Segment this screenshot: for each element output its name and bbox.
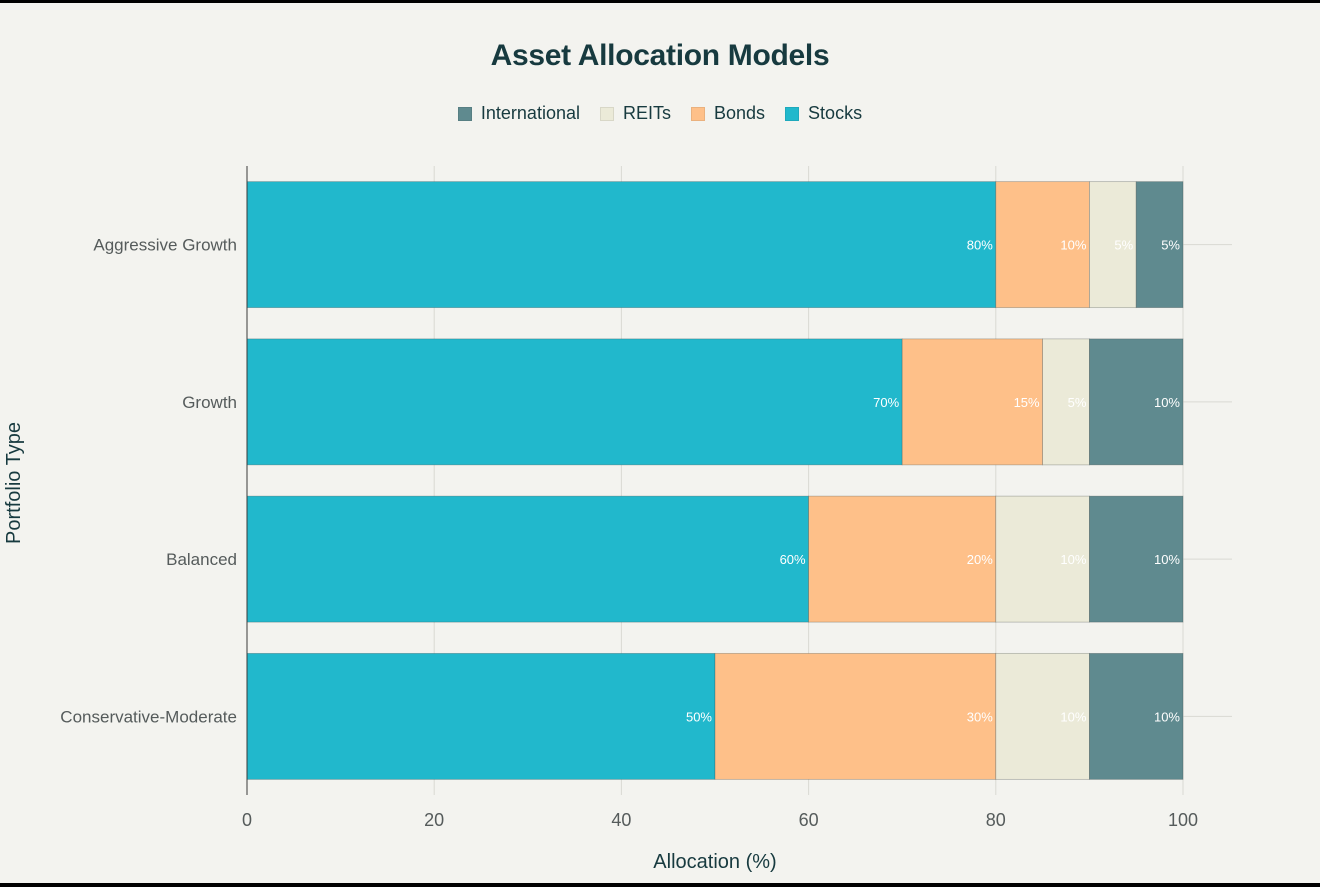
legend-label: International	[480, 103, 580, 123]
bar-stocks-balanced	[246, 495, 809, 623]
data-label: 5%	[1161, 238, 1180, 253]
x-axis-title: Allocation (%)	[653, 851, 776, 873]
x-tick-label: 40	[611, 810, 631, 830]
data-label: 30%	[967, 709, 993, 724]
legend-swatch	[599, 106, 614, 121]
plot-area: 80% 10% 5% 5% 70% 15% 5% 10% 60% 20% 10% 10% 50% 30% 1…	[3, 166, 1232, 873]
bar-stocks-aggressive-growth	[246, 181, 997, 309]
x-tick-label: 0	[242, 810, 252, 830]
bar-reits-growth	[1042, 338, 1090, 466]
legend-item-international[interactable]: International	[457, 103, 580, 124]
data-label: 10%	[1060, 709, 1086, 724]
legend: International REITs Bonds Stocks	[0, 103, 1320, 124]
bar-international-growth	[1089, 338, 1184, 466]
y-axis-title: Portfolio Type	[3, 422, 25, 544]
legend-label: Bonds	[714, 103, 766, 123]
legend-label: REITs	[622, 103, 671, 123]
legend-item-bonds[interactable]: Bonds	[691, 103, 765, 124]
bar-reits-balanced	[995, 495, 1090, 623]
legend-item-stocks[interactable]: Stocks	[785, 103, 862, 124]
bar-international-balanced	[1089, 495, 1184, 623]
bar-bonds-growth	[901, 338, 1044, 466]
bar-stocks-conservative-moderate	[246, 652, 716, 780]
legend-swatch	[457, 106, 472, 121]
bar-reits-conservative-moderate	[995, 652, 1090, 780]
legend-item-reits[interactable]: REITs	[599, 103, 671, 124]
y-tick-label: Aggressive Growth	[93, 236, 237, 255]
data-label: 10%	[1154, 552, 1180, 567]
bar-bonds-balanced	[808, 495, 997, 623]
legend-swatch	[691, 106, 705, 121]
data-label: 10%	[1060, 238, 1086, 253]
y-tick-label: Balanced	[166, 550, 237, 569]
data-label: 15%	[1014, 395, 1040, 410]
bar-international-conservative-moderate	[1089, 652, 1184, 780]
x-tick-label: 80	[986, 810, 1006, 830]
y-tick-label: Conservative-Moderate	[60, 707, 237, 726]
data-label: 10%	[1154, 709, 1180, 724]
legend-label: Stocks	[808, 103, 863, 123]
x-tick-label: 100	[1168, 810, 1198, 830]
bar-bonds-conservative-moderate	[714, 652, 997, 780]
data-label: 20%	[967, 552, 993, 567]
data-label: 60%	[780, 552, 806, 567]
bar-reits-aggressive-growth	[1089, 181, 1137, 309]
data-label: 70%	[873, 395, 899, 410]
data-label: 5%	[1068, 395, 1087, 410]
legend-swatch	[785, 106, 800, 121]
y-tick-label: Growth	[182, 393, 237, 412]
bar-stocks-growth	[246, 338, 903, 466]
data-label: 5%	[1114, 238, 1133, 253]
bar-bonds-aggressive-growth	[995, 181, 1090, 309]
chart-frame: Asset Allocation Models International REI…	[0, 3, 1320, 883]
x-tick-label: 20	[424, 810, 444, 830]
data-label: 80%	[967, 238, 993, 253]
data-label: 50%	[686, 709, 712, 724]
x-tick-label: 60	[799, 810, 819, 830]
chart-title: Asset Allocation Models	[490, 39, 830, 72]
data-label: 10%	[1154, 395, 1180, 410]
bar-international-aggressive-growth	[1135, 181, 1184, 309]
data-label: 10%	[1060, 552, 1086, 567]
